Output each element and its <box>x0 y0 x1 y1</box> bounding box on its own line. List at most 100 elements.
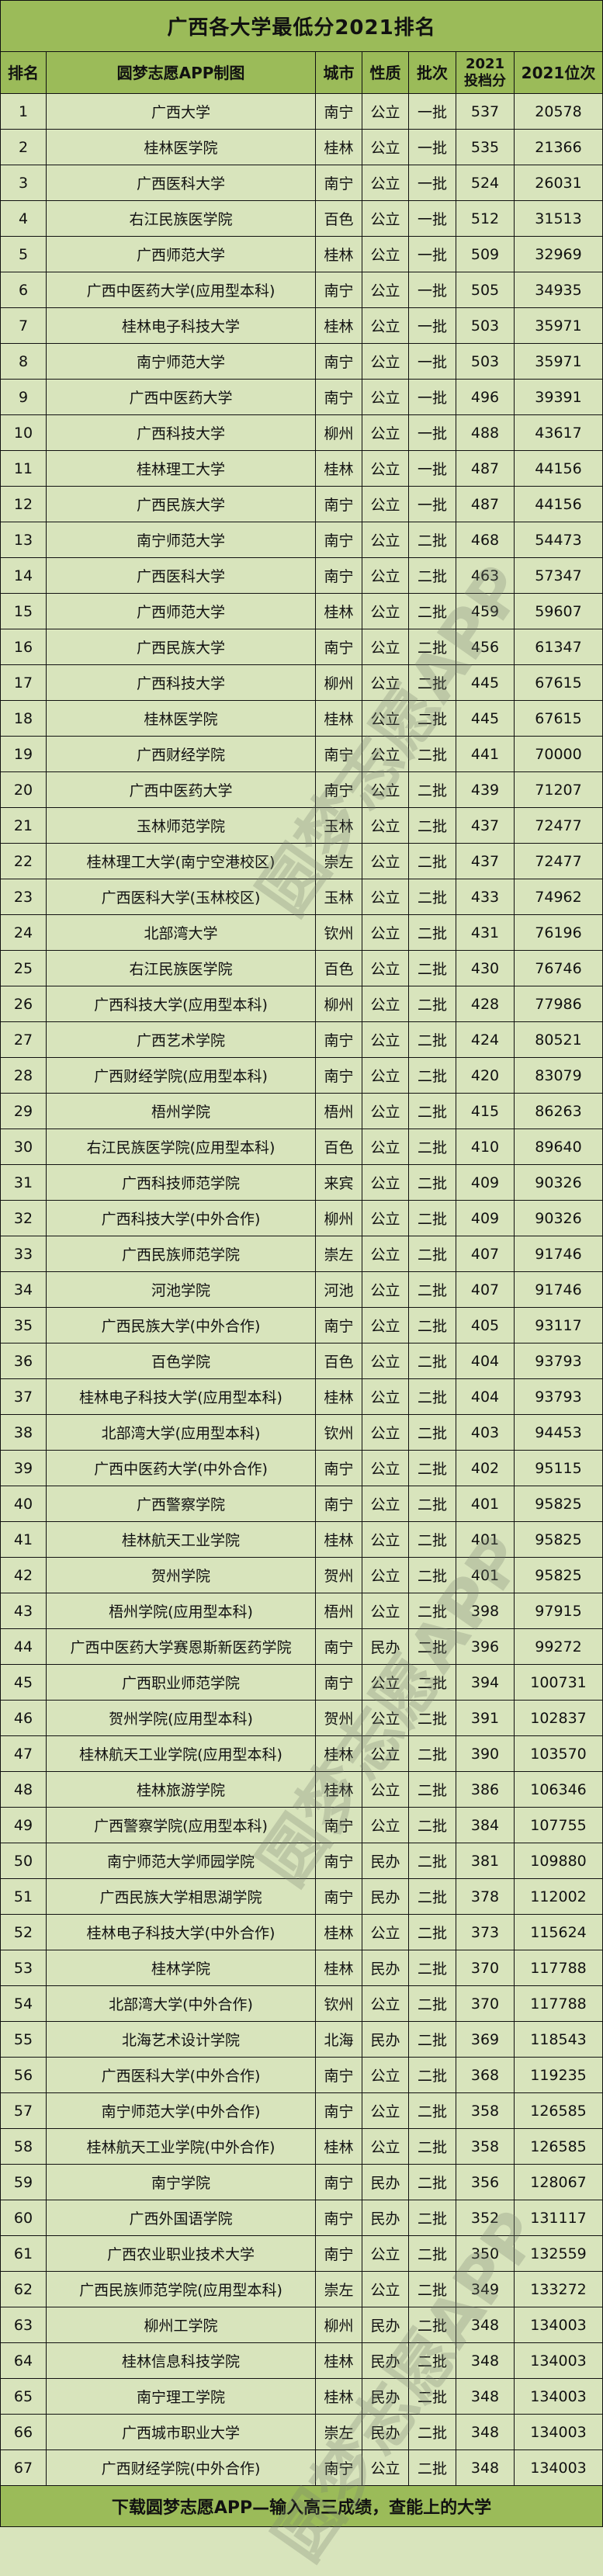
cell-nature: 公立 <box>362 558 409 593</box>
cell-batch: 二批 <box>409 1522 456 1557</box>
cell-name: 广西农业职业技术大学 <box>47 2236 316 2271</box>
cell-rank: 18 <box>1 701 47 736</box>
cell-score: 537 <box>456 94 515 129</box>
cell-name: 南宁师范大学 <box>47 344 316 379</box>
cell-nature: 民办 <box>362 2343 409 2378</box>
cell-rank: 49 <box>1 1808 47 1843</box>
cell-position: 86263 <box>535 1102 582 1120</box>
cell-nature: 公立 <box>362 1094 409 1129</box>
table-row: 33 广西民族师范学院 崇左 公立 二批 407 91746 <box>1 1236 602 1272</box>
cell-city: 百色 <box>316 951 362 986</box>
cell-rank: 12 <box>1 487 47 522</box>
cell-rank: 17 <box>1 665 47 700</box>
cell-name: 广西中医药大学 <box>47 772 316 807</box>
cell-score: 415 <box>456 1094 515 1129</box>
cell-score: 403 <box>456 1415 515 1450</box>
cell-city: 南宁 <box>316 1808 362 1843</box>
cell-rank: 26 <box>1 986 47 1021</box>
cell-name: 河池学院 <box>47 1272 316 1307</box>
cell-name: 广西民族大学相思湖学院 <box>47 1879 316 1914</box>
cell-position: 72477 <box>535 816 582 834</box>
cell-rank: 38 <box>1 1415 47 1450</box>
cell-nature: 公立 <box>362 380 409 414</box>
cell-rank: 15 <box>1 594 47 629</box>
cell-position: 97915 <box>535 1602 582 1620</box>
cell-position: 126585 <box>530 2137 587 2155</box>
cell-position: 95115 <box>535 1459 582 1477</box>
cell-name: 广西财经学院(应用型本科) <box>47 1058 316 1093</box>
cell-nature: 民办 <box>362 2307 409 2342</box>
cell-position: 128067 <box>530 2173 587 2191</box>
cell-nature: 公立 <box>362 2272 409 2307</box>
cell-name: 广西艺术学院 <box>47 1022 316 1057</box>
cell-score: 356 <box>456 2165 515 2200</box>
cell-batch: 一批 <box>409 451 456 486</box>
cell-batch: 一批 <box>409 415 456 450</box>
cell-score: 401 <box>456 1522 515 1557</box>
cell-position: 115624 <box>530 1923 587 1941</box>
cell-batch: 二批 <box>409 1451 456 1486</box>
cell-rank: 44 <box>1 1629 47 1664</box>
cell-position: 70000 <box>535 745 582 763</box>
table-row: 24 北部湾大学 钦州 公立 二批 431 76196 <box>1 915 602 951</box>
cell-nature: 公立 <box>362 594 409 629</box>
cell-nature: 公立 <box>362 1343 409 1378</box>
cell-nature: 公立 <box>362 1058 409 1093</box>
table-row: 41 桂林航天工业学院 桂林 公立 二批 401 95825 <box>1 1522 602 1558</box>
cell-batch: 二批 <box>409 1915 456 1950</box>
cell-name: 广西大学 <box>47 94 316 129</box>
cell-batch: 二批 <box>409 1415 456 1450</box>
cell-nature: 公立 <box>362 522 409 557</box>
footer-banner: 下载圆梦志愿APP—输入高三成绩，查能上的大学 <box>1 2486 602 2526</box>
table-row: 2 桂林医学院 桂林 公立 一批 535 21366 <box>1 130 602 165</box>
cell-score: 350 <box>456 2236 515 2271</box>
cell-batch: 二批 <box>409 1772 456 1807</box>
cell-name: 桂林医学院 <box>47 130 316 165</box>
cell-nature: 公立 <box>362 451 409 486</box>
cell-nature: 公立 <box>362 772 409 807</box>
cell-position: 131117 <box>530 2209 587 2227</box>
cell-position: 134003 <box>530 2387 587 2405</box>
cell-batch: 二批 <box>409 986 456 1021</box>
cell-nature: 公立 <box>362 2450 409 2485</box>
cell-city: 南宁 <box>316 1665 362 1700</box>
cell-rank: 63 <box>1 2307 47 2342</box>
cell-city: 南宁 <box>316 2236 362 2271</box>
table-row: 67 广西财经学院(中外合作) 南宁 公立 二批 348 134003 <box>1 2450 602 2486</box>
cell-position: 74962 <box>535 888 582 906</box>
table-row: 11 桂林理工大学 桂林 公立 一批 487 44156 <box>1 451 602 487</box>
table-row: 51 广西民族大学相思湖学院 南宁 民办 二批 378 112002 <box>1 1879 602 1915</box>
cell-score: 503 <box>456 344 515 379</box>
table-row: 37 桂林电子科技大学(应用型本科) 桂林 公立 二批 404 93793 <box>1 1379 602 1415</box>
cell-city: 柳州 <box>316 986 362 1021</box>
cell-position: 89640 <box>535 1138 582 1156</box>
cell-batch: 一批 <box>409 165 456 200</box>
table-row: 45 广西职业师范学院 南宁 公立 二批 394 100731 <box>1 1665 602 1701</box>
cell-nature: 公立 <box>362 2129 409 2164</box>
cell-city: 玉林 <box>316 879 362 914</box>
cell-name: 广西民族大学 <box>47 629 316 664</box>
header-name: 圆梦志愿APP制图 <box>47 52 316 93</box>
cell-position: 39391 <box>535 388 582 406</box>
cell-city: 南宁 <box>316 344 362 379</box>
cell-position: 72477 <box>535 852 582 870</box>
cell-name: 广西民族师范学院 <box>47 1236 316 1271</box>
cell-city: 桂林 <box>316 1379 362 1414</box>
cell-batch: 二批 <box>409 2343 456 2378</box>
cell-city: 钦州 <box>316 1415 362 1450</box>
cell-city: 桂林 <box>316 1772 362 1807</box>
cell-batch: 一批 <box>409 487 456 522</box>
cell-city: 钦州 <box>316 915 362 950</box>
cell-score: 524 <box>456 165 515 200</box>
cell-nature: 公立 <box>362 1808 409 1843</box>
cell-score: 370 <box>456 1950 515 1985</box>
cell-score: 488 <box>456 415 515 450</box>
cell-batch: 二批 <box>409 1379 456 1414</box>
cell-city: 玉林 <box>316 808 362 843</box>
table-row: 5 广西师范大学 桂林 公立 一批 509 32969 <box>1 237 602 272</box>
cell-score: 487 <box>456 451 515 486</box>
cell-nature: 民办 <box>362 2022 409 2057</box>
cell-name: 广西医科大学 <box>47 558 316 593</box>
table-row: 26 广西科技大学(应用型本科) 柳州 公立 二批 428 77986 <box>1 986 602 1022</box>
cell-position: 20578 <box>535 102 582 120</box>
